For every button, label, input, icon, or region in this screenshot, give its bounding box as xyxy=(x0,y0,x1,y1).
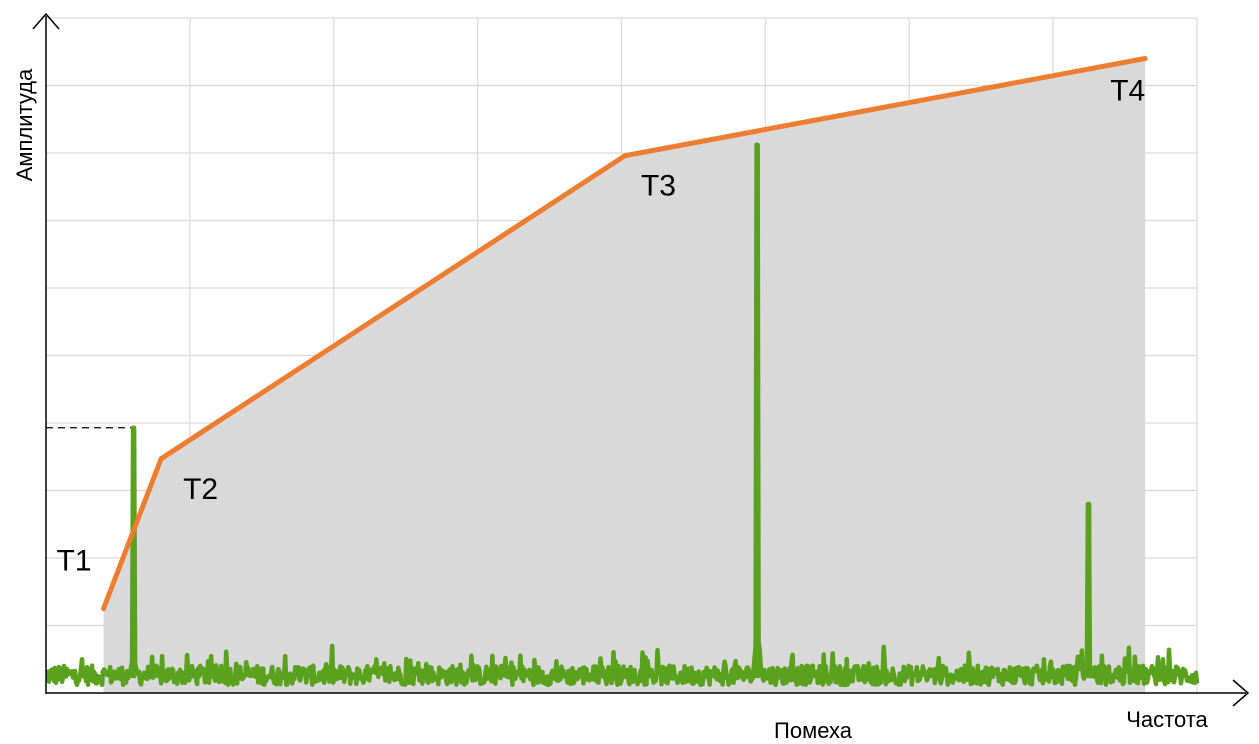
threshold-point-label: T1 xyxy=(57,545,92,578)
y-axis-label: Амплитуда xyxy=(12,68,37,181)
threshold-point-label: T3 xyxy=(641,170,676,203)
threshold-point-label: T4 xyxy=(1110,75,1145,108)
threshold-line xyxy=(101,56,1148,612)
threshold-layer: T1 T2 T3 T4 xyxy=(57,56,1148,612)
signal-trace xyxy=(44,142,1200,688)
y-axis-arrow xyxy=(32,12,60,30)
mask-fill-area xyxy=(103,58,1146,693)
interference-annotation: Помеха xyxy=(774,718,853,743)
threshold-point-label: T2 xyxy=(183,473,218,506)
signal-layer xyxy=(44,142,1200,688)
x-axis-arrow xyxy=(1232,679,1250,707)
axes xyxy=(32,12,1250,707)
x-axis-label: Частота xyxy=(1126,707,1208,732)
labels: Амплитуда Частота Помеха xyxy=(12,68,1209,743)
mask-area xyxy=(103,58,1146,693)
